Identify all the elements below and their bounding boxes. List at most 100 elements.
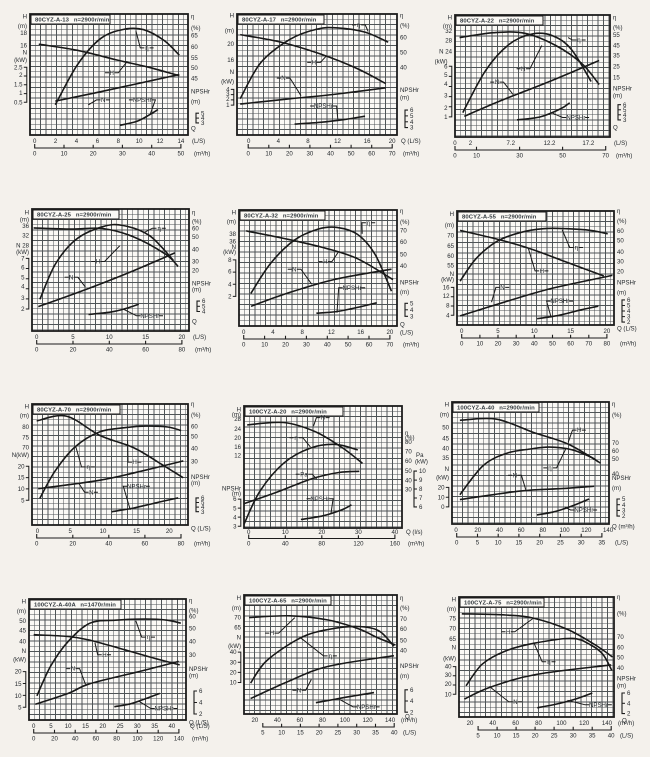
svg-text:70: 70: [612, 440, 619, 447]
svg-text:40: 40: [617, 665, 624, 672]
svg-text:1: 1: [226, 102, 230, 109]
svg-text:35: 35: [589, 733, 596, 740]
svg-text:H: H: [445, 402, 449, 409]
svg-text:η: η: [612, 401, 615, 408]
svg-text:(%): (%): [400, 605, 409, 612]
svg-text:18: 18: [20, 30, 27, 37]
svg-text:N: N: [297, 687, 301, 694]
svg-text:5: 5: [71, 334, 75, 341]
svg-text:80: 80: [604, 341, 611, 348]
svg-text:Q (L/S): Q (L/S): [189, 720, 209, 727]
svg-text:(m): (m): [400, 673, 409, 680]
svg-text:6: 6: [201, 495, 205, 502]
svg-text:20: 20: [227, 41, 234, 48]
svg-text:N: N: [513, 699, 517, 706]
svg-text:140: 140: [602, 720, 613, 727]
svg-text:η: η: [405, 430, 408, 437]
svg-text:0: 0: [32, 723, 36, 730]
svg-text:10: 10: [282, 529, 289, 536]
svg-text:30: 30: [189, 652, 196, 659]
svg-text:30: 30: [578, 540, 585, 547]
svg-text:25: 25: [557, 540, 564, 547]
svg-text:N 24: N 24: [439, 49, 452, 56]
svg-text:40: 40: [105, 541, 112, 548]
svg-text:4: 4: [226, 87, 230, 94]
svg-text:8: 8: [301, 329, 305, 336]
svg-text:N: N: [452, 645, 456, 652]
svg-text:45: 45: [442, 436, 449, 443]
svg-text:0: 0: [35, 347, 39, 354]
svg-text:(m): (m): [445, 222, 454, 229]
svg-text:(m): (m): [613, 93, 622, 100]
svg-text:120: 120: [363, 717, 374, 724]
svg-text:(m): (m): [447, 606, 456, 613]
svg-text:4: 4: [623, 112, 627, 119]
svg-text:50: 50: [617, 655, 624, 662]
svg-text:20: 20: [69, 541, 76, 548]
svg-text:20: 20: [252, 717, 259, 724]
svg-text:(%): (%): [612, 412, 621, 419]
svg-text:50: 50: [559, 153, 566, 160]
svg-text:η: η: [575, 245, 578, 252]
svg-text:80: 80: [318, 541, 325, 548]
svg-text:3: 3: [627, 314, 631, 321]
svg-text:(%): (%): [617, 218, 626, 225]
svg-text:(m): (m): [17, 608, 26, 615]
svg-text:η: η: [192, 209, 195, 216]
svg-text:20: 20: [234, 435, 241, 442]
svg-text:60: 60: [142, 541, 149, 548]
svg-text:50: 50: [400, 50, 407, 57]
svg-text:H: H: [132, 459, 136, 466]
svg-text:60: 60: [189, 614, 196, 621]
svg-text:η: η: [145, 45, 148, 52]
svg-text:40: 40: [405, 477, 412, 484]
svg-text:(kW): (kW): [13, 657, 26, 664]
svg-text:25: 25: [551, 733, 558, 740]
svg-text:40: 40: [189, 639, 196, 646]
svg-text:100CYZ-A-65 n=2900r/min: 100CYZ-A-65 n=2900r/min: [249, 599, 327, 605]
svg-text:35: 35: [151, 723, 158, 730]
svg-text:5: 5: [627, 303, 631, 310]
svg-text:32: 32: [445, 28, 452, 35]
svg-text:2: 2: [410, 709, 414, 716]
svg-text:4: 4: [75, 138, 79, 145]
svg-text:Q: Q: [405, 714, 410, 721]
svg-text:40: 40: [531, 341, 538, 348]
svg-text:(kW): (kW): [223, 249, 236, 256]
svg-text:20: 20: [438, 485, 445, 492]
svg-text:17.2: 17.2: [582, 140, 594, 147]
svg-text:(m): (m): [400, 95, 409, 102]
svg-text:30: 30: [134, 723, 141, 730]
svg-text:H: H: [312, 60, 316, 67]
svg-text:10: 10: [261, 342, 268, 349]
svg-text:(m³/h): (m³/h): [403, 151, 419, 158]
svg-text:7: 7: [419, 495, 423, 502]
svg-text:20: 20: [467, 720, 474, 727]
svg-text:20: 20: [389, 138, 396, 145]
svg-text:(m): (m): [612, 485, 621, 492]
svg-text:1: 1: [444, 114, 448, 121]
svg-text:20: 20: [316, 730, 323, 737]
svg-text:(kW): (kW): [228, 643, 241, 650]
svg-text:NPSHr: NPSHr: [191, 89, 210, 96]
svg-text:10: 10: [265, 151, 272, 158]
svg-text:20: 20: [286, 151, 293, 158]
svg-text:65: 65: [449, 636, 456, 643]
svg-text:60: 60: [612, 448, 619, 455]
svg-text:20: 20: [604, 328, 611, 335]
svg-text:(L/S): (L/S): [403, 730, 416, 737]
svg-text:η: η: [547, 659, 550, 666]
svg-text:2: 2: [469, 140, 473, 147]
svg-text:30: 30: [513, 341, 520, 348]
svg-text:η: η: [400, 208, 403, 215]
svg-text:(kW): (kW): [435, 59, 448, 66]
svg-text:8: 8: [419, 486, 423, 493]
svg-text:70: 70: [447, 233, 454, 240]
svg-text:80: 80: [405, 439, 412, 446]
svg-text:NPSHr: NPSHr: [613, 85, 632, 92]
svg-text:3: 3: [201, 509, 205, 516]
svg-text:40: 40: [496, 527, 503, 534]
svg-text:60: 60: [617, 228, 624, 235]
svg-text:28: 28: [445, 38, 452, 45]
svg-text:(m³/h): (m³/h): [618, 720, 634, 727]
